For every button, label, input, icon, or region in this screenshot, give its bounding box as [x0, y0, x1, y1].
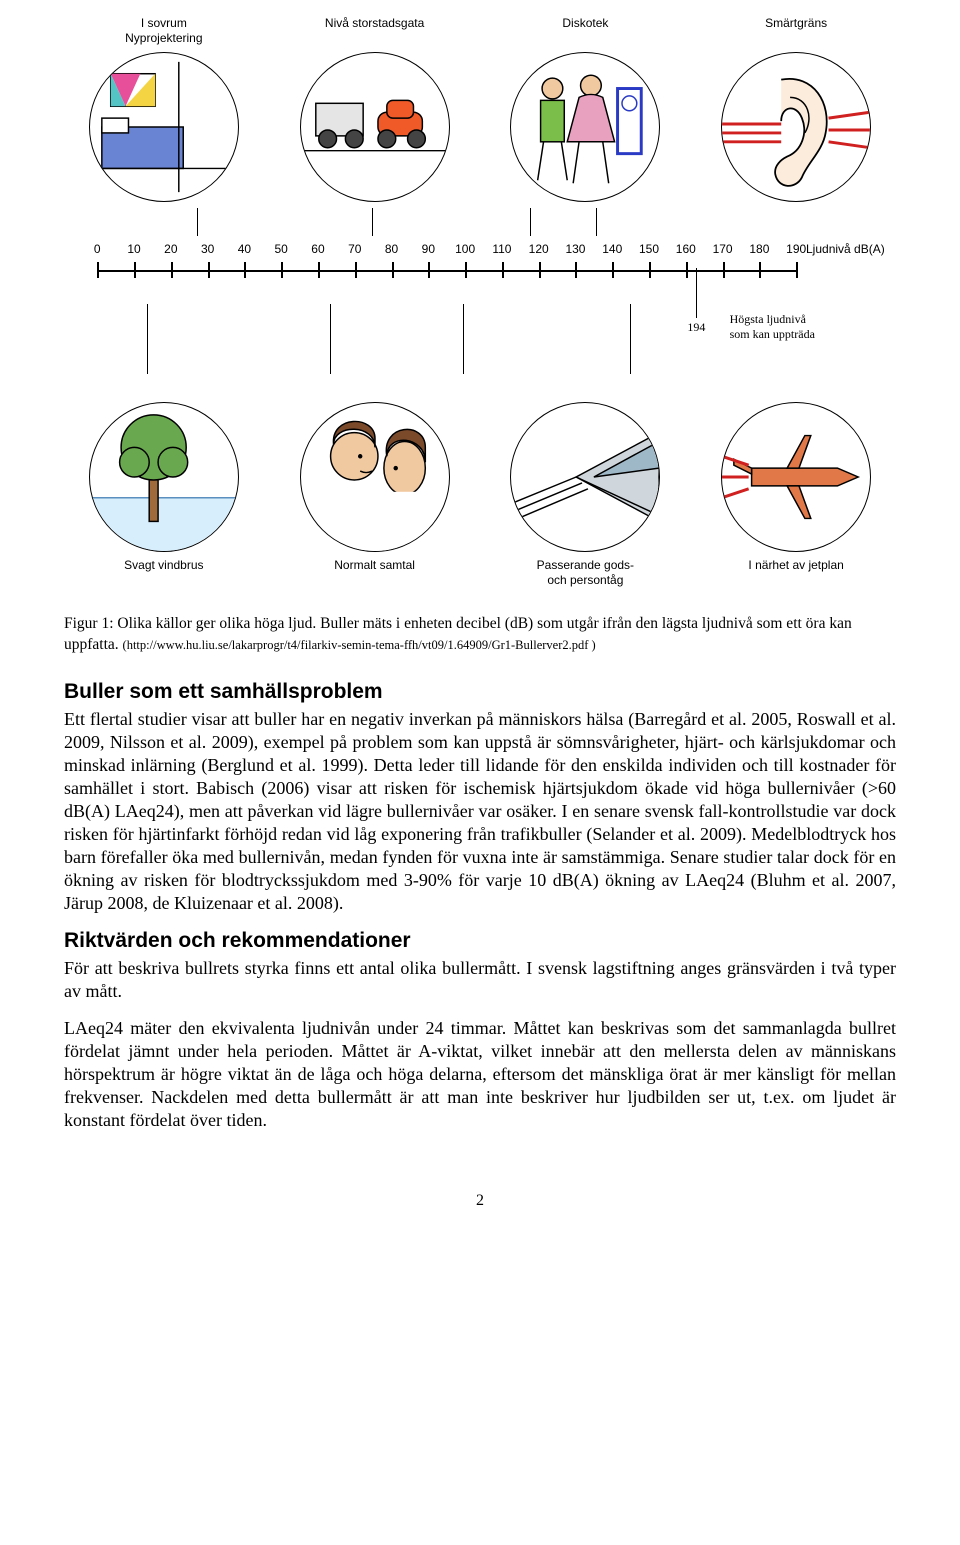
figure-caption: Figur 1: Olika källor ger olika höga lju… — [64, 614, 896, 656]
bottom-leads — [64, 374, 896, 402]
ruler-tick-label: 150 — [639, 242, 659, 256]
ruler-tick — [612, 262, 614, 278]
ruler-tick-label: 70 — [348, 242, 361, 256]
ruler-tick-label: 110 — [492, 242, 511, 256]
bottom-item-2: Passerande gods-och persontåg — [486, 402, 686, 590]
top-label-3: Smärtgräns — [765, 16, 827, 48]
ruler-tick — [244, 262, 246, 278]
bottom-label-2: Passerande gods-och persontåg — [537, 558, 634, 590]
heading-2: Riktvärden och rekommendationer — [64, 929, 896, 953]
ruler-tick-label: 10 — [127, 242, 140, 256]
ruler-tick-label: 40 — [238, 242, 251, 256]
bottom-label-3: I närhet av jetplan — [748, 558, 843, 590]
jet-icon — [721, 402, 871, 552]
top-row: I sovrumNyprojektering Nivå storstadsgat… — [64, 16, 896, 202]
ruler-tick — [539, 262, 541, 278]
top-item-0: I sovrumNyprojektering — [64, 16, 264, 202]
ruler-tick-label: 20 — [164, 242, 177, 256]
ruler-tick — [392, 262, 394, 278]
bottom-item-3: I närhet av jetplan — [696, 402, 896, 590]
ruler-tick-label: 60 — [311, 242, 324, 256]
ruler-tick-label: 0 — [94, 242, 101, 256]
ruler-tick-label: 140 — [602, 242, 622, 256]
ruler-tick — [686, 262, 688, 278]
bottom-label-0: Svagt vindbrus — [124, 558, 203, 590]
ruler-tick — [428, 262, 430, 278]
para-2-1: LAeq24 mäter den ekvivalenta ljudnivån u… — [64, 1017, 896, 1132]
ruler-tick-label: 170 — [713, 242, 733, 256]
train-icon — [510, 402, 660, 552]
ruler-tick — [796, 262, 798, 278]
extra-mark-value: 194 — [687, 320, 705, 335]
talk-icon — [300, 402, 450, 552]
disco-icon — [510, 52, 660, 202]
ruler-tick — [502, 262, 504, 278]
ruler-tick — [759, 262, 761, 278]
ruler-tick — [97, 262, 99, 278]
top-label-2: Diskotek — [562, 16, 608, 48]
ruler-tick — [355, 262, 357, 278]
ruler-tick-label: 160 — [676, 242, 696, 256]
noise-scale-infographic: I sovrumNyprojektering Nivå storstadsgat… — [64, 16, 896, 590]
ruler-tick — [318, 262, 320, 278]
ear-icon — [721, 52, 871, 202]
ruler-tick — [281, 262, 283, 278]
heading-1: Buller som ett samhällsproblem — [64, 680, 896, 704]
tree-icon — [89, 402, 239, 552]
top-item-2: Diskotek — [486, 16, 686, 202]
page-number: 2 — [64, 1192, 896, 1210]
ruler-tick — [134, 262, 136, 278]
ruler-tick-label: 50 — [275, 242, 288, 256]
ruler-tick — [723, 262, 725, 278]
ruler-tick — [171, 262, 173, 278]
db-ruler: Ljudnivå dB(A) 0 10 20 30 40 50 60 70 80 90 100 110… — [64, 240, 896, 310]
ruler-tick — [575, 262, 577, 278]
bottom-item-0: Svagt vindbrus — [64, 402, 264, 590]
caption-url: (http://www.hu.liu.se/lakarprogr/t4/fila… — [123, 638, 596, 652]
extra-mark-row: 194 Högsta ljudnivåsom kan uppträda — [64, 328, 896, 374]
ruler-tick-label: 190 — [786, 242, 806, 256]
top-label-1: Nivå storstadsgata — [325, 16, 424, 48]
ruler-tick — [649, 262, 651, 278]
ruler-tick-label: 80 — [385, 242, 398, 256]
street-icon — [300, 52, 450, 202]
top-leads — [64, 208, 896, 236]
ruler-tick-label: 180 — [749, 242, 769, 256]
bottom-item-1: Normalt samtal — [275, 402, 475, 590]
ruler-tick-label: 130 — [565, 242, 585, 256]
ruler-tick — [465, 262, 467, 278]
ruler-tick — [208, 262, 210, 278]
ruler-tick-label: 30 — [201, 242, 214, 256]
ruler-tick-label: 120 — [529, 242, 549, 256]
para-1-0: Ett flertal studier visar att buller har… — [64, 708, 896, 915]
top-item-3: Smärtgräns — [696, 16, 896, 202]
ruler-end-label: Ljudnivå dB(A) — [806, 242, 896, 256]
extra-mark-text: Högsta ljudnivåsom kan uppträda — [730, 312, 880, 342]
bedroom-icon — [89, 52, 239, 202]
bottom-row: Svagt vindbrus Normalt samtal — [64, 402, 896, 590]
ruler-tick-label: 100 — [455, 242, 475, 256]
bottom-label-1: Normalt samtal — [334, 558, 415, 590]
top-item-1: Nivå storstadsgata — [275, 16, 475, 202]
ruler-tick-label: 90 — [422, 242, 435, 256]
para-2-0: För att beskriva bullrets styrka finns e… — [64, 957, 896, 1003]
top-label-0: I sovrumNyprojektering — [125, 16, 202, 48]
